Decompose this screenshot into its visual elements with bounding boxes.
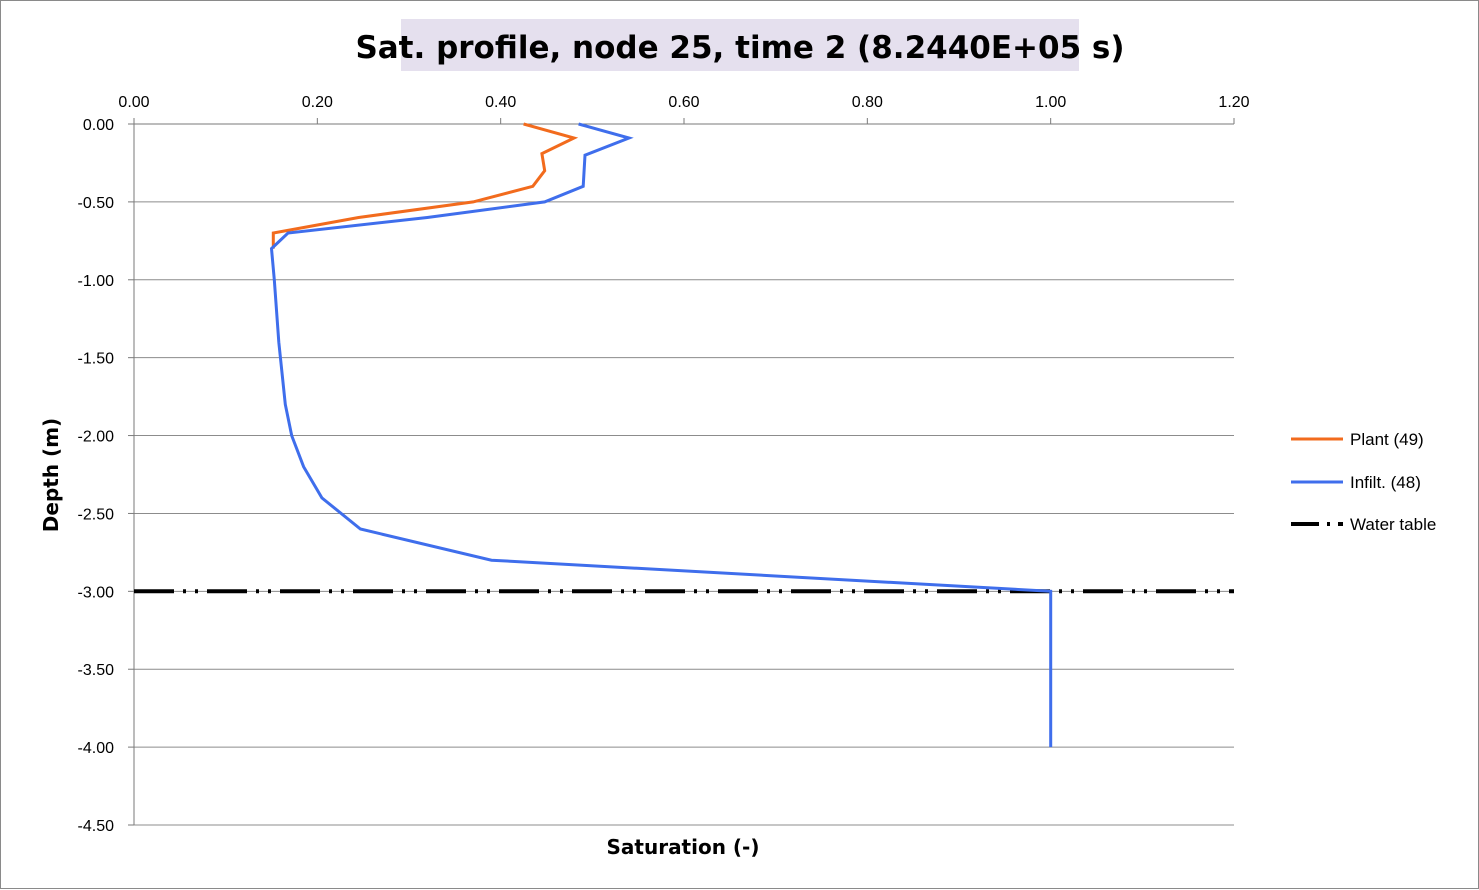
y-tick-label: -1.50 xyxy=(78,351,115,368)
x-tick-label: 1.00 xyxy=(1035,94,1066,111)
series-line-plant-49 xyxy=(271,122,579,249)
legend-label: Plant (49) xyxy=(1350,430,1424,449)
y-tick-label: -1.00 xyxy=(78,273,115,290)
y-tick-label: -2.00 xyxy=(78,429,115,446)
y-tick-label: -3.00 xyxy=(78,584,115,601)
x-tick-label: 0.80 xyxy=(852,94,883,111)
y-tick-label: -0.50 xyxy=(78,195,115,212)
x-tick-label: 1.20 xyxy=(1218,94,1249,111)
y-axis-title: Depth (m) xyxy=(39,418,63,532)
y-tick-label: -4.00 xyxy=(78,740,115,757)
legend: Plant (49) Infilt. (48) Water table xyxy=(1291,430,1436,534)
chart-title: Sat. profile, node 25, time 2 (8.2440E+0… xyxy=(355,30,1124,66)
x-axis-title: Saturation (-) xyxy=(607,835,760,859)
series-lines xyxy=(134,122,1234,748)
y-tick-label: 0.00 xyxy=(83,117,114,134)
x-tick-label: 0.20 xyxy=(302,94,333,111)
y-tick-label: -3.50 xyxy=(78,662,115,679)
x-tick-label: 0.60 xyxy=(668,94,699,111)
chart-title-background xyxy=(401,19,1079,71)
x-tick-label: 0.40 xyxy=(485,94,516,111)
series-line-infilt-48 xyxy=(269,122,1053,748)
y-tick-labels: 0.00 -0.50 -1.00 -1.50 -2.00 -2.50 -3.00 -3.50 -… xyxy=(78,117,134,835)
legend-label: Infilt. (48) xyxy=(1350,473,1421,492)
y-tick-label: -4.50 xyxy=(78,818,115,835)
y-tick-label: -2.50 xyxy=(78,506,115,523)
chart-title-group: Sat. profile, node 25, time 2 (8.2440E+0… xyxy=(355,19,1125,71)
x-tick-labels: 0.00 0.20 0.40 0.60 0.80 1.00 1.20 xyxy=(118,94,1250,124)
x-tick-label: 0.00 xyxy=(118,94,149,111)
legend-label: Water table xyxy=(1350,515,1436,534)
